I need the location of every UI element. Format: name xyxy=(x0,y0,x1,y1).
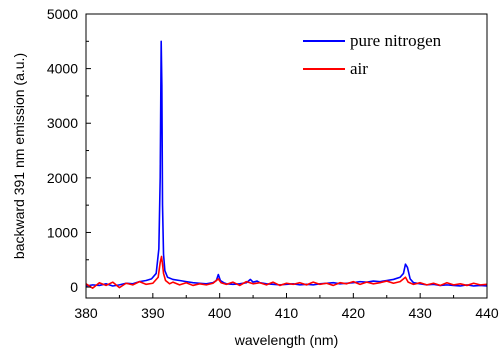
y-tick-label: 2000 xyxy=(47,170,78,186)
legend: pure nitrogen air xyxy=(303,31,442,78)
x-tick-label: 410 xyxy=(275,305,299,321)
ticks-layer: 380 390 400 410 420 430 440 0 1000 2000 3000 4000 50… xyxy=(47,6,499,321)
y-tick-label: 3000 xyxy=(47,115,78,131)
y-tick-label: 1000 xyxy=(47,224,78,240)
legend-label-pure-nitrogen: pure nitrogen xyxy=(350,31,442,50)
x-tick-label: 420 xyxy=(342,305,366,321)
x-tick-label: 440 xyxy=(475,305,499,321)
y-axis-title: backward 391 nm emission (a.u.) xyxy=(11,53,27,259)
series-layer xyxy=(85,40,488,289)
x-tick-label: 380 xyxy=(74,305,98,321)
series-line-air xyxy=(85,255,488,289)
plot-frame xyxy=(85,13,488,299)
x-tick-label: 430 xyxy=(408,305,432,321)
y-tick-label: 5000 xyxy=(47,6,78,22)
x-axis-title: wavelength (nm) xyxy=(234,332,339,348)
series-line-pure-nitrogen xyxy=(85,40,488,287)
x-tick-label: 390 xyxy=(141,305,165,321)
legend-label-air: air xyxy=(350,59,368,78)
y-tick-label: 0 xyxy=(70,279,78,295)
y-tick-label: 4000 xyxy=(47,61,78,77)
x-tick-label: 400 xyxy=(208,305,232,321)
